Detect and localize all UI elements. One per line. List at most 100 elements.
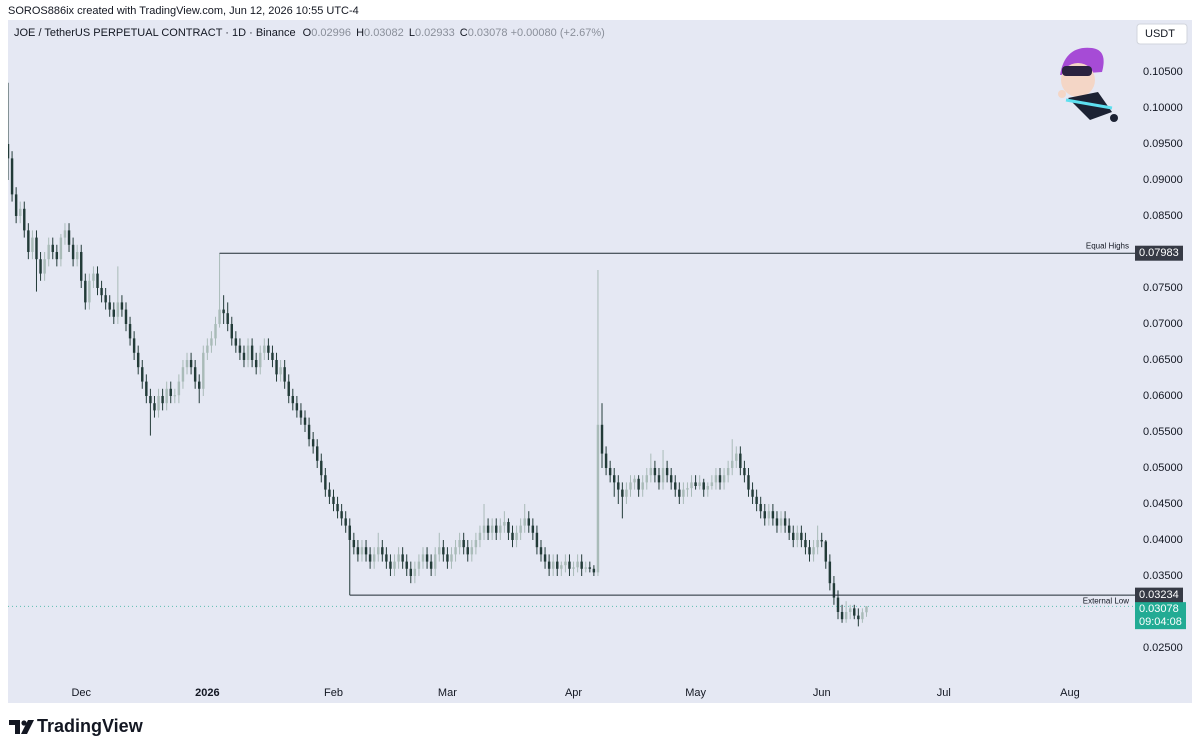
candle-body — [271, 352, 274, 360]
candle-body — [320, 460, 323, 476]
candle-body — [116, 302, 120, 317]
candle-body — [67, 230, 71, 245]
candle-body — [694, 482, 697, 486]
candle-body — [206, 345, 209, 353]
candle-body — [682, 489, 685, 497]
candle-body — [804, 539, 807, 548]
candle-body — [686, 488, 689, 490]
candle-body — [214, 323, 217, 339]
candle-body — [612, 475, 616, 483]
candle-body — [234, 338, 238, 346]
candle-body — [263, 345, 266, 353]
candle-body — [661, 467, 665, 483]
candle-body — [706, 485, 710, 490]
candle-body — [18, 208, 22, 216]
candle-body — [649, 467, 653, 476]
x-tick-label: Jun — [813, 687, 831, 699]
candle-body — [161, 395, 164, 404]
candle-body — [372, 554, 376, 562]
candle-body — [796, 532, 799, 540]
level-price-box — [1135, 587, 1183, 603]
ohlc-value: 0.03078 — [468, 27, 508, 39]
candle-body — [433, 554, 437, 569]
candle-body — [792, 532, 795, 540]
x-tick-label: Apr — [565, 687, 582, 699]
candle-body — [149, 395, 152, 404]
candle-body — [710, 482, 714, 486]
candle-body — [222, 309, 225, 314]
candle-body — [112, 309, 116, 317]
candle-body — [377, 547, 380, 555]
x-tick-label: May — [685, 687, 706, 699]
candle-body — [653, 467, 657, 476]
candle-body — [177, 381, 181, 396]
candle-body — [332, 496, 335, 504]
candle-body — [287, 381, 290, 396]
candle-body — [450, 554, 453, 562]
candle-body — [35, 237, 38, 260]
candle-body — [311, 439, 315, 447]
candle-body — [254, 359, 258, 368]
candle-body — [621, 489, 624, 497]
candle-body — [145, 381, 148, 396]
candle-body — [104, 295, 107, 303]
candle-body — [478, 532, 482, 540]
candle-body — [230, 323, 233, 339]
y-tick-label: 0.09500 — [1143, 138, 1183, 150]
candle-body — [747, 475, 750, 490]
candle-body — [678, 489, 681, 497]
candle-body — [482, 525, 486, 533]
candle-body — [625, 489, 628, 497]
ohlc-value: 0.02996 — [311, 27, 351, 39]
candle-body — [779, 518, 783, 526]
candle-body — [454, 547, 457, 555]
candle-body — [31, 237, 34, 252]
candle-body — [645, 475, 648, 483]
candle-body — [629, 482, 632, 490]
candle-body — [47, 244, 50, 260]
candle-body — [246, 345, 250, 360]
candle-body — [100, 287, 103, 296]
candle-body — [291, 395, 295, 404]
candle-body — [405, 561, 408, 569]
ohlc-letter: O — [303, 27, 312, 39]
candle-body — [413, 568, 417, 576]
candle-body — [551, 561, 555, 569]
y-tick-label: 0.04500 — [1143, 498, 1183, 510]
attribution: SOROS886ix created with TradingView.com,… — [8, 5, 359, 17]
candle-body — [124, 309, 128, 324]
candle-body — [173, 395, 177, 397]
candle-body — [751, 489, 754, 497]
candle-body — [523, 518, 526, 526]
candle-body — [592, 568, 596, 573]
candle-body — [507, 521, 510, 533]
candle-body — [275, 359, 278, 375]
y-tick-label: 0.06000 — [1143, 390, 1183, 402]
candle-body — [474, 539, 478, 548]
candle-body — [787, 525, 791, 533]
candle-body — [295, 403, 299, 411]
candle-body — [267, 345, 270, 353]
level-label: Equal Highs — [1086, 241, 1129, 250]
candle-body — [714, 475, 718, 483]
candle-body — [259, 352, 262, 368]
candle-body — [722, 475, 726, 483]
candle-body — [515, 532, 518, 540]
y-tick-label: 0.09000 — [1143, 174, 1183, 186]
x-tick-label: Aug — [1060, 687, 1080, 699]
candle-body — [853, 608, 856, 616]
candle-body — [617, 482, 620, 490]
currency-box[interactable] — [1136, 23, 1188, 45]
candle-body — [417, 561, 421, 569]
currency[interactable]: USDT — [1145, 28, 1175, 40]
candle-body — [360, 547, 364, 555]
level-price: 0.03234 — [1139, 589, 1179, 601]
y-tick-label: 0.06500 — [1143, 354, 1183, 366]
candle-body — [59, 237, 63, 260]
candle-body — [547, 561, 551, 569]
candle-body — [202, 352, 205, 389]
candle-body — [865, 606, 868, 613]
mascot — [1058, 47, 1118, 122]
candle-body — [836, 597, 840, 612]
candle-body — [832, 583, 836, 598]
